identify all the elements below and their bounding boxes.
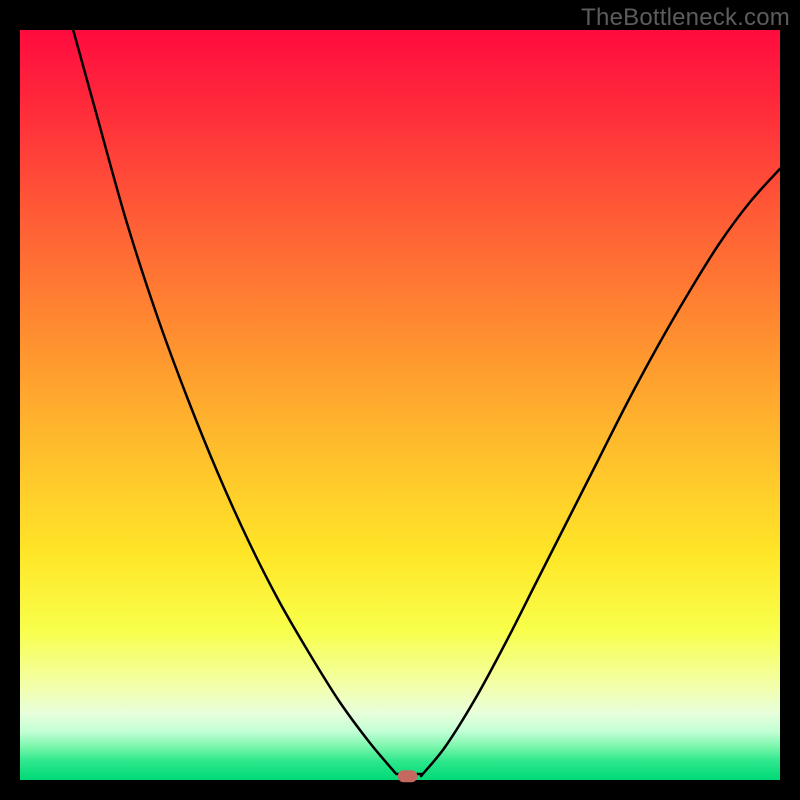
plot-background xyxy=(20,30,780,780)
stage: TheBottleneck.com xyxy=(0,0,800,800)
optimal-point-marker xyxy=(398,770,418,782)
bottleneck-chart xyxy=(0,0,800,800)
